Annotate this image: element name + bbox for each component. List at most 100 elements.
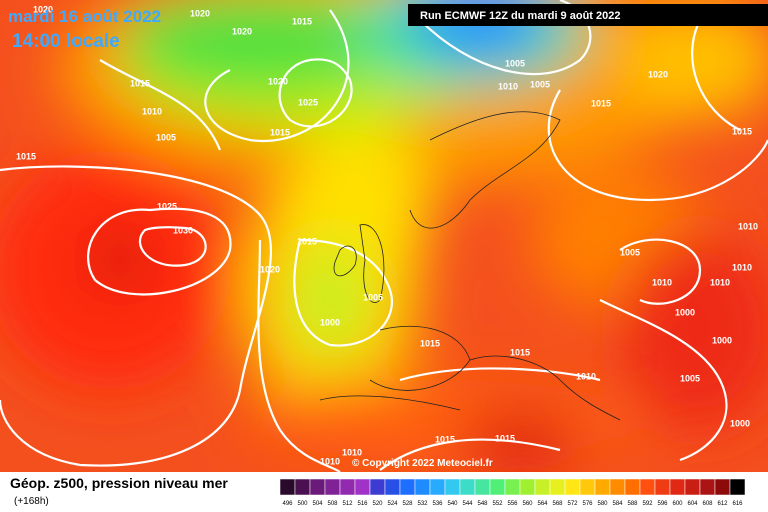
scale-swatch bbox=[354, 478, 371, 496]
scale-swatch bbox=[369, 478, 386, 496]
scale-label: 560 bbox=[522, 501, 533, 507]
scale-swatch bbox=[654, 478, 671, 496]
scale-swatch bbox=[429, 478, 446, 496]
isobar-label: 1010 bbox=[142, 106, 162, 116]
scale-swatch bbox=[384, 478, 401, 496]
scale-swatch bbox=[444, 478, 461, 496]
isobar-label: 1010 bbox=[576, 371, 596, 381]
run-box bbox=[408, 4, 768, 26]
isobar-label: 1010 bbox=[498, 81, 518, 91]
run-info: Run ECMWF 12Z du mardi 9 août 2022 bbox=[420, 10, 620, 22]
scale-swatch bbox=[699, 478, 716, 496]
scale-swatch bbox=[399, 478, 416, 496]
scale-swatch bbox=[609, 478, 626, 496]
scale-swatch bbox=[579, 478, 596, 496]
isobar-label: 1005 bbox=[530, 79, 550, 89]
scale-label: 504 bbox=[312, 501, 323, 507]
scale-swatch bbox=[339, 478, 356, 496]
scale-swatch bbox=[684, 478, 701, 496]
legend-title: Géop. z500, pression niveau mer bbox=[10, 475, 228, 491]
isobar-label: 1000 bbox=[712, 335, 732, 345]
isobar-label: 1005 bbox=[156, 132, 176, 142]
scale-label: 616 bbox=[732, 501, 743, 507]
isobar-label: 1020 bbox=[232, 26, 252, 36]
isobar-label: 1005 bbox=[620, 247, 640, 257]
scale-label: 612 bbox=[717, 501, 728, 507]
scale-label: 516 bbox=[357, 501, 368, 507]
local-time: 14:00 locale bbox=[12, 31, 120, 52]
date: mardi 16 août 2022 bbox=[8, 7, 161, 26]
scale-swatch bbox=[504, 478, 521, 496]
scale-label: 548 bbox=[477, 501, 488, 507]
scale-label: 584 bbox=[612, 501, 623, 507]
isobar-label: 1005 bbox=[505, 58, 525, 68]
scale-swatch bbox=[474, 478, 491, 496]
copyright: © Copyright 2022 Meteociel.fr bbox=[352, 458, 493, 469]
isobar-labels: 1020 1020 1015 1020 1015 1020 1010 1025 1005 1015… bbox=[16, 4, 758, 466]
isobar-label: 1010 bbox=[342, 447, 362, 457]
scale-label: 572 bbox=[567, 501, 578, 507]
scale-label: 544 bbox=[462, 501, 473, 507]
isobar-label: 1000 bbox=[320, 317, 340, 327]
scale-label: 568 bbox=[552, 501, 563, 507]
scale-label: 576 bbox=[582, 501, 593, 507]
scale-swatch bbox=[294, 478, 311, 496]
scale-label: 508 bbox=[327, 501, 338, 507]
scale-swatch bbox=[519, 478, 536, 496]
scale-swatch bbox=[279, 478, 296, 496]
coastlines bbox=[319, 111, 621, 421]
isobar-label: 1015 bbox=[130, 78, 150, 88]
isobar-label: 1015 bbox=[495, 433, 515, 443]
scale-swatch bbox=[549, 478, 566, 496]
lead-time: (+168h) bbox=[14, 496, 49, 507]
scale-label: 500 bbox=[297, 501, 308, 507]
isobar-label: 1030 bbox=[173, 225, 193, 235]
scale-swatch bbox=[489, 478, 506, 496]
isobar-label: 1015 bbox=[435, 434, 455, 444]
isobar-label: 1020 bbox=[260, 264, 280, 274]
isobar-label: 1015 bbox=[270, 127, 290, 137]
isobar-label: 1000 bbox=[675, 307, 695, 317]
scale-swatch bbox=[729, 478, 746, 496]
scale-label: 596 bbox=[657, 501, 668, 507]
scale-swatch bbox=[624, 478, 641, 496]
scale-swatch bbox=[414, 478, 431, 496]
scale-label: 528 bbox=[402, 501, 413, 507]
scale-label: 600 bbox=[672, 501, 683, 507]
isobar-label: 1010 bbox=[710, 277, 730, 287]
isobar-label: 1025 bbox=[298, 97, 318, 107]
scale-label: 592 bbox=[642, 501, 653, 507]
scale-swatch bbox=[639, 478, 656, 496]
isobar-label: 1020 bbox=[33, 4, 53, 14]
scale-label: 556 bbox=[507, 501, 518, 507]
scale-swatch bbox=[324, 478, 341, 496]
scale-label: 564 bbox=[537, 501, 548, 507]
isobar-label: 1020 bbox=[648, 69, 668, 79]
isobar-label: 1005 bbox=[363, 292, 383, 302]
scale-swatch bbox=[309, 478, 326, 496]
isobars bbox=[0, 0, 768, 472]
scale-label: 540 bbox=[447, 501, 458, 507]
isobar-label: 1010 bbox=[732, 262, 752, 272]
isobar-label: 1005 bbox=[680, 373, 700, 383]
isobar-label: 1020 bbox=[268, 76, 288, 86]
isobar-label: 1015 bbox=[732, 126, 752, 136]
scale-swatch bbox=[594, 478, 611, 496]
isobar-label: 1015 bbox=[420, 338, 440, 348]
scale-label: 604 bbox=[687, 501, 698, 507]
isobar-label: 1015 bbox=[292, 16, 312, 26]
isobar-label: 1015 bbox=[16, 151, 36, 161]
scale-label: 552 bbox=[492, 501, 503, 507]
scale-label: 532 bbox=[417, 501, 428, 507]
scale-swatch bbox=[459, 478, 476, 496]
isobar-label: 1015 bbox=[591, 98, 611, 108]
scale-label: 588 bbox=[627, 501, 638, 507]
isobar-label: 1010 bbox=[652, 277, 672, 287]
scale-label: 512 bbox=[342, 501, 353, 507]
scale-swatch bbox=[564, 478, 581, 496]
scale-swatch bbox=[669, 478, 686, 496]
scale-label: 536 bbox=[432, 501, 443, 507]
scale-label: 520 bbox=[372, 501, 383, 507]
